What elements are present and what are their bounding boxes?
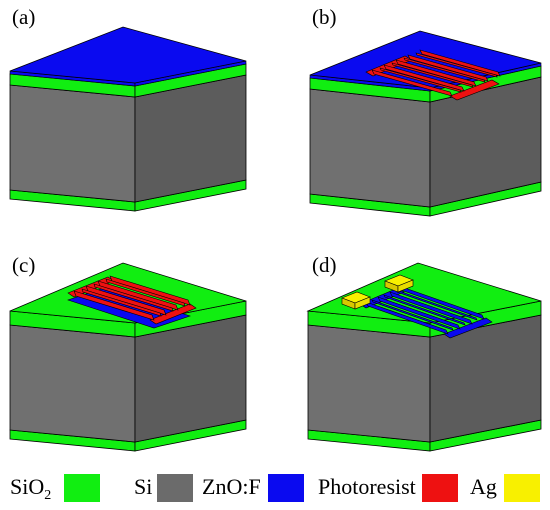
panel-b [309, 30, 542, 217]
legend-swatch-photoresist [422, 474, 458, 502]
zno-electrode-pattern [359, 286, 493, 339]
legend-label-ag: Ag [470, 474, 497, 499]
legend-label-photoresist: Photoresist [318, 474, 416, 499]
panel-label-b: (b) [312, 5, 337, 29]
legend-swatch-si [157, 474, 193, 502]
legend-item-si: Si [134, 474, 193, 502]
legend-label-si: Si [134, 474, 152, 499]
legend-swatch-ag [504, 474, 540, 502]
legend-item-sio2: SiO2 [10, 474, 100, 503]
photoresist-on-zno-pattern [67, 275, 197, 325]
legend-label-zno: ZnO:F [202, 474, 261, 499]
legend-item-photoresist: Photoresist [318, 474, 458, 502]
panel-c [9, 262, 247, 452]
legend-swatch-zno [268, 474, 304, 502]
panel-label-a: (a) [12, 5, 35, 29]
legend-swatch-sio2 [64, 474, 100, 502]
legend-item-ag: Ag [470, 474, 540, 502]
photoresist-pattern [365, 49, 501, 101]
legend-label-sio2: SiO2 [10, 474, 51, 503]
panel-a [9, 26, 247, 212]
legend-item-zno: ZnO:F [202, 474, 304, 502]
panel-label-d: (d) [312, 253, 337, 277]
ag-contacts [341, 274, 414, 310]
panel-label-c: (c) [12, 253, 35, 277]
panel-d [306, 262, 542, 452]
legend: SiO2 Si ZnO:F Photoresist Ag [10, 474, 540, 503]
